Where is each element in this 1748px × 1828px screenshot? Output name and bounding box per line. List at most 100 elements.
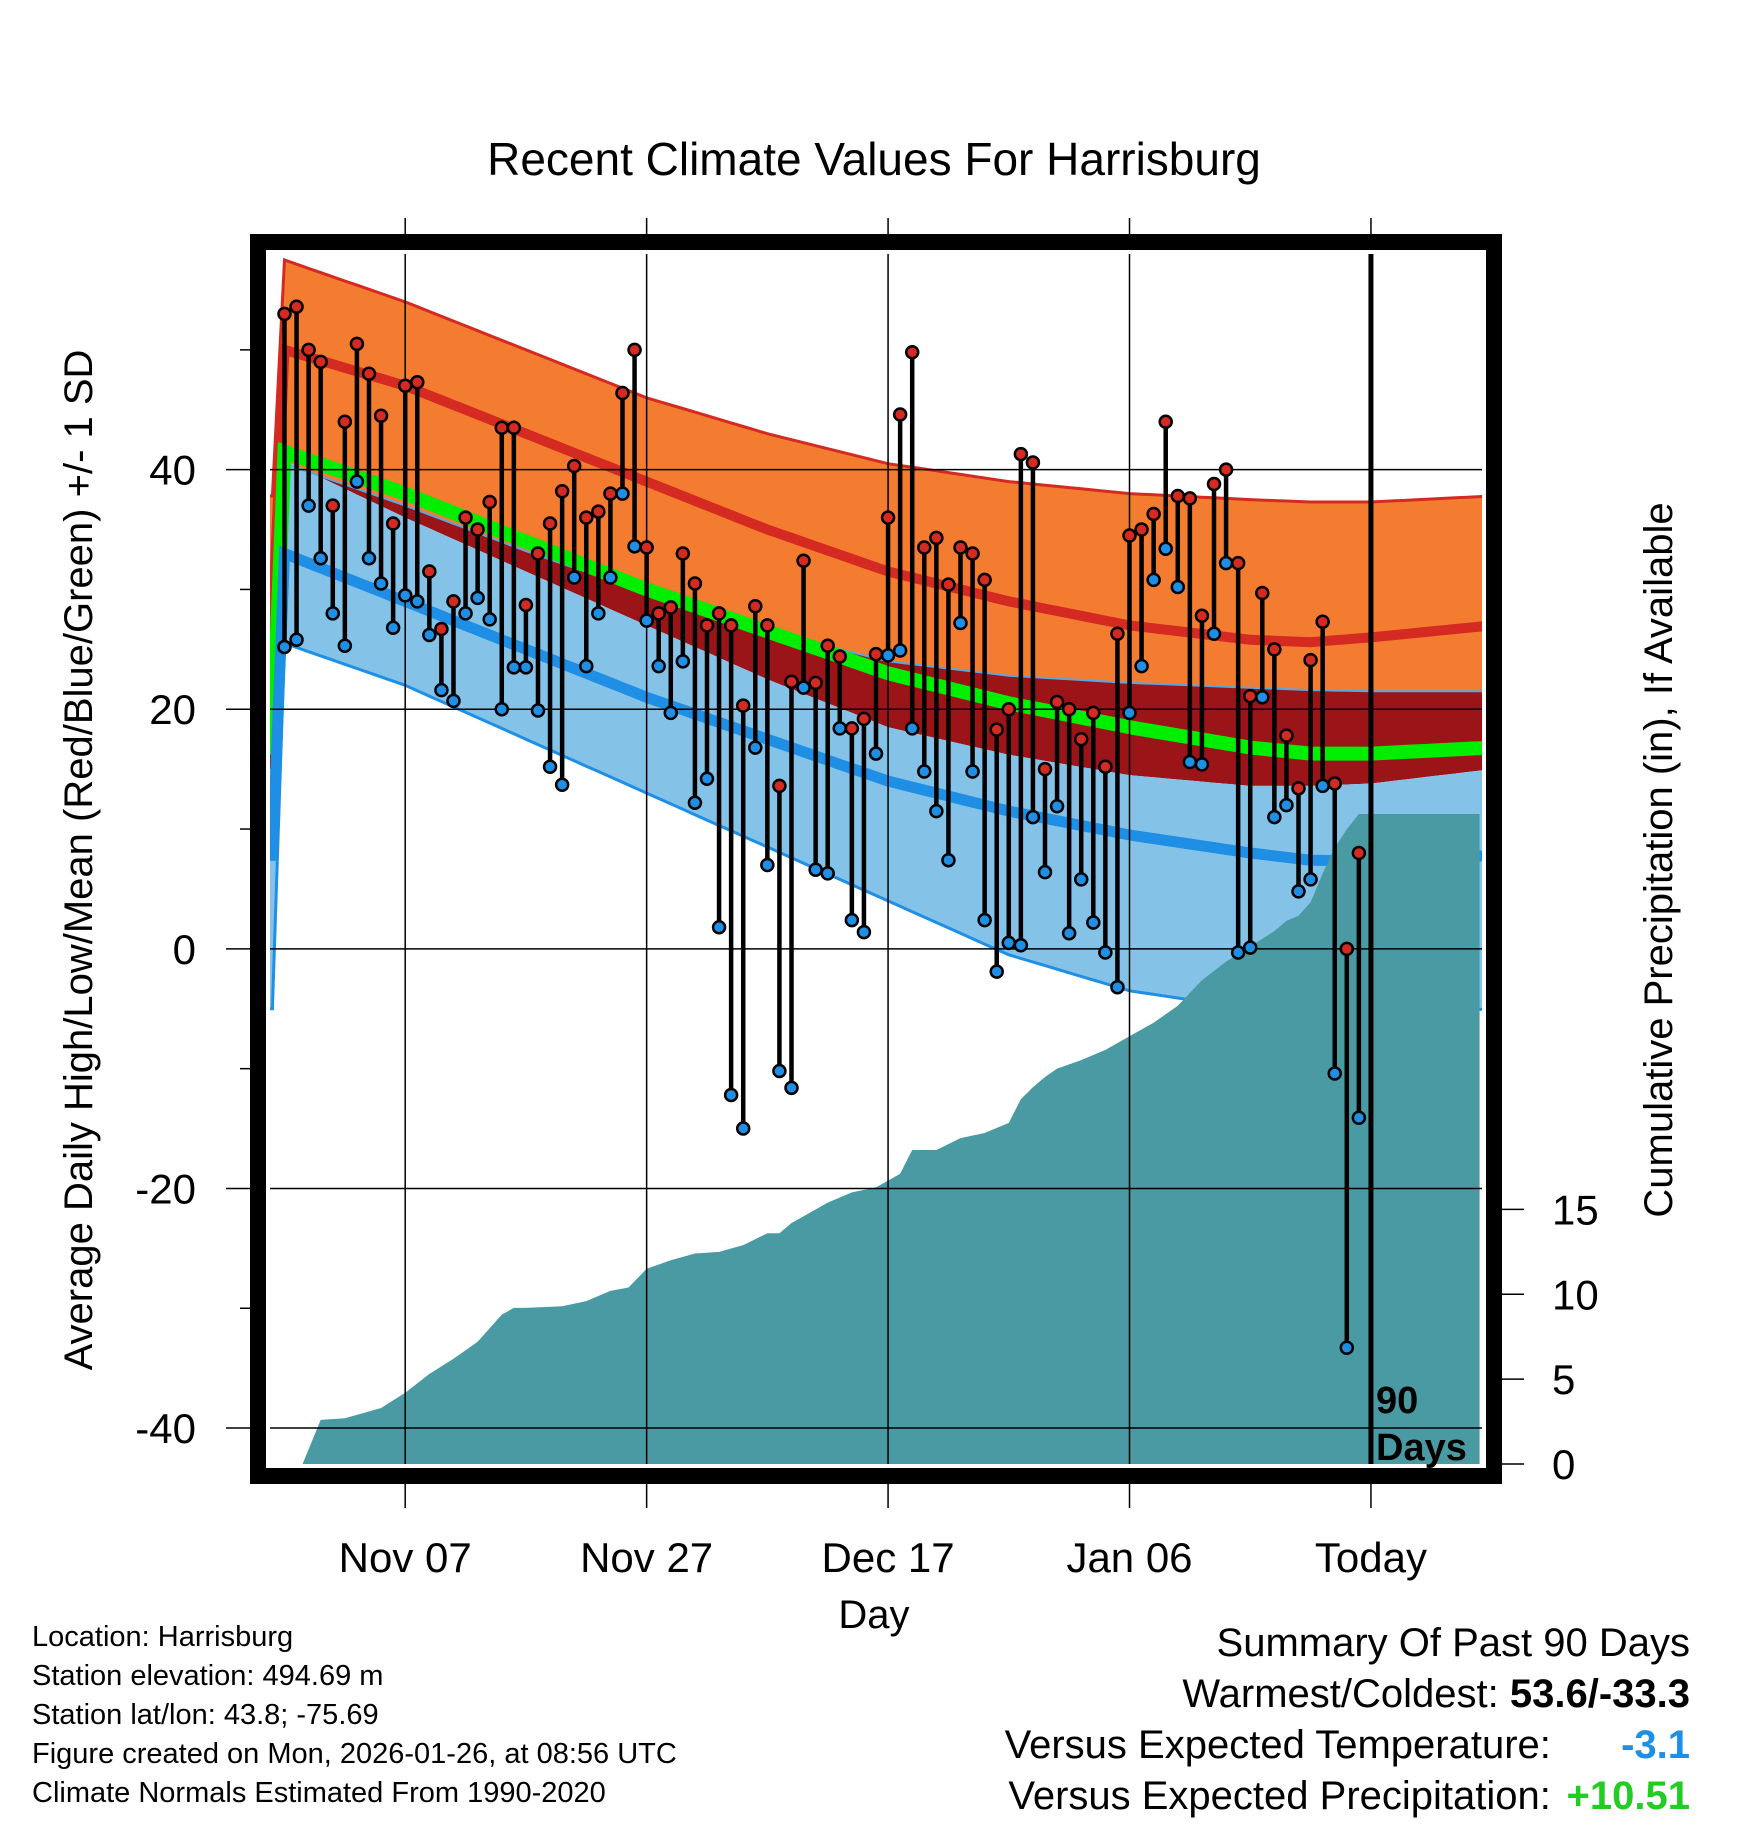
high-point [361, 366, 377, 382]
low-point [699, 771, 715, 786]
x-tick-label: Jan 06 [1066, 1534, 1192, 1581]
high-point [699, 618, 715, 633]
high-point [941, 577, 956, 592]
warmest-coldest-row: Warmest/Coldest: 53.6/-33.3 [1005, 1669, 1690, 1720]
high-point [989, 722, 1004, 737]
high-point [1206, 476, 1222, 492]
low-point [808, 862, 823, 878]
warmest-label: Warmest/Coldest: [1182, 1672, 1499, 1716]
low-point [518, 660, 534, 675]
high-point [892, 407, 908, 422]
high-point [554, 483, 570, 499]
low-point [373, 576, 389, 591]
high-point [1086, 705, 1101, 721]
low-point [929, 803, 944, 819]
high-point [917, 540, 932, 555]
low-point [337, 638, 353, 654]
high-point [868, 646, 884, 662]
high-point [784, 674, 799, 689]
low-point [554, 777, 570, 792]
today-label-days: Days [1376, 1427, 1467, 1469]
low-point [301, 498, 316, 513]
high-point [615, 385, 630, 401]
high-point [1315, 614, 1330, 630]
low-point [410, 594, 425, 609]
low-point [1291, 884, 1306, 899]
low-point [965, 764, 980, 779]
high-point [603, 486, 618, 501]
y-tick-label: 40 [149, 447, 196, 494]
plot-frame [250, 234, 1502, 1484]
low-point [735, 1121, 751, 1136]
low-point [591, 606, 606, 621]
normal-low-line [270, 545, 1482, 867]
x-tick-label: Dec 17 [822, 1534, 955, 1581]
high-point [422, 564, 437, 579]
high-point [1218, 462, 1234, 477]
high-point [760, 618, 775, 633]
y2-tick-label: 5 [1552, 1356, 1575, 1403]
high-point [518, 597, 534, 613]
high-point [1230, 555, 1246, 571]
low-point [446, 693, 461, 709]
latlon-text: Station lat/lon: 43.8; -75.69 [32, 1699, 379, 1731]
y2-tick-label: 0 [1552, 1441, 1575, 1488]
low-point [458, 606, 473, 621]
low-point [494, 701, 510, 717]
low-point [675, 654, 691, 669]
low-point [349, 474, 365, 489]
x-axis-label: Day [838, 1593, 909, 1637]
high-point [796, 553, 811, 568]
low-point [530, 703, 546, 718]
y-tick-label: 20 [149, 686, 196, 733]
high-point [663, 600, 679, 615]
high-point [1327, 776, 1342, 791]
high-point [397, 378, 413, 394]
high-point [591, 504, 606, 519]
low-point [651, 658, 666, 674]
high-point [1242, 688, 1258, 704]
x-tick-label: Today [1315, 1534, 1427, 1581]
low-point [1037, 864, 1053, 880]
high-point [820, 638, 835, 654]
high-point [1194, 608, 1210, 624]
low-point [434, 682, 449, 698]
created-text: Figure created on Mon, 2026-01-26, at 08… [32, 1738, 677, 1770]
high-point [1182, 491, 1198, 506]
high-point [723, 618, 739, 633]
low-point [361, 551, 377, 566]
high-point [856, 711, 872, 727]
low-point [422, 627, 437, 643]
high-point [1158, 414, 1173, 429]
today-label-90: 90 [1376, 1380, 1418, 1422]
low-point [1230, 945, 1246, 960]
high-point [1073, 731, 1089, 747]
low-point [470, 590, 485, 606]
low-point [542, 759, 558, 775]
y-axis-label: Average Daily High/Low/Mean (Red/Blue/Gr… [57, 350, 101, 1371]
temperature-row: Versus Expected Temperature: -3.1 [1005, 1720, 1690, 1771]
high-point [410, 374, 425, 390]
low-point [506, 660, 522, 675]
high-point [349, 336, 365, 352]
low-point [1194, 757, 1210, 772]
x-axis-ticks: Nov 07 Nov 27 Dec 17 Jan 06 Today [339, 1484, 1427, 1581]
low-point [1327, 1066, 1342, 1081]
low-point [1267, 809, 1282, 825]
low-point [953, 615, 968, 631]
high-point [748, 598, 763, 614]
high-point [1339, 941, 1355, 957]
low-point [1098, 945, 1113, 960]
low-point [1110, 979, 1125, 995]
low-point [1134, 658, 1149, 674]
high-point [470, 522, 485, 537]
precipitation-row: Versus Expected Precipitation: +10.51 [1005, 1771, 1690, 1822]
high-point [1037, 761, 1053, 777]
low-point [772, 1063, 787, 1079]
y2-axis-label: Cumulative Precipitation (in), If Availa… [1637, 502, 1681, 1217]
low-point [904, 721, 920, 736]
low-point [1351, 1110, 1367, 1126]
low-point [784, 1080, 799, 1096]
low-point [1025, 809, 1041, 825]
